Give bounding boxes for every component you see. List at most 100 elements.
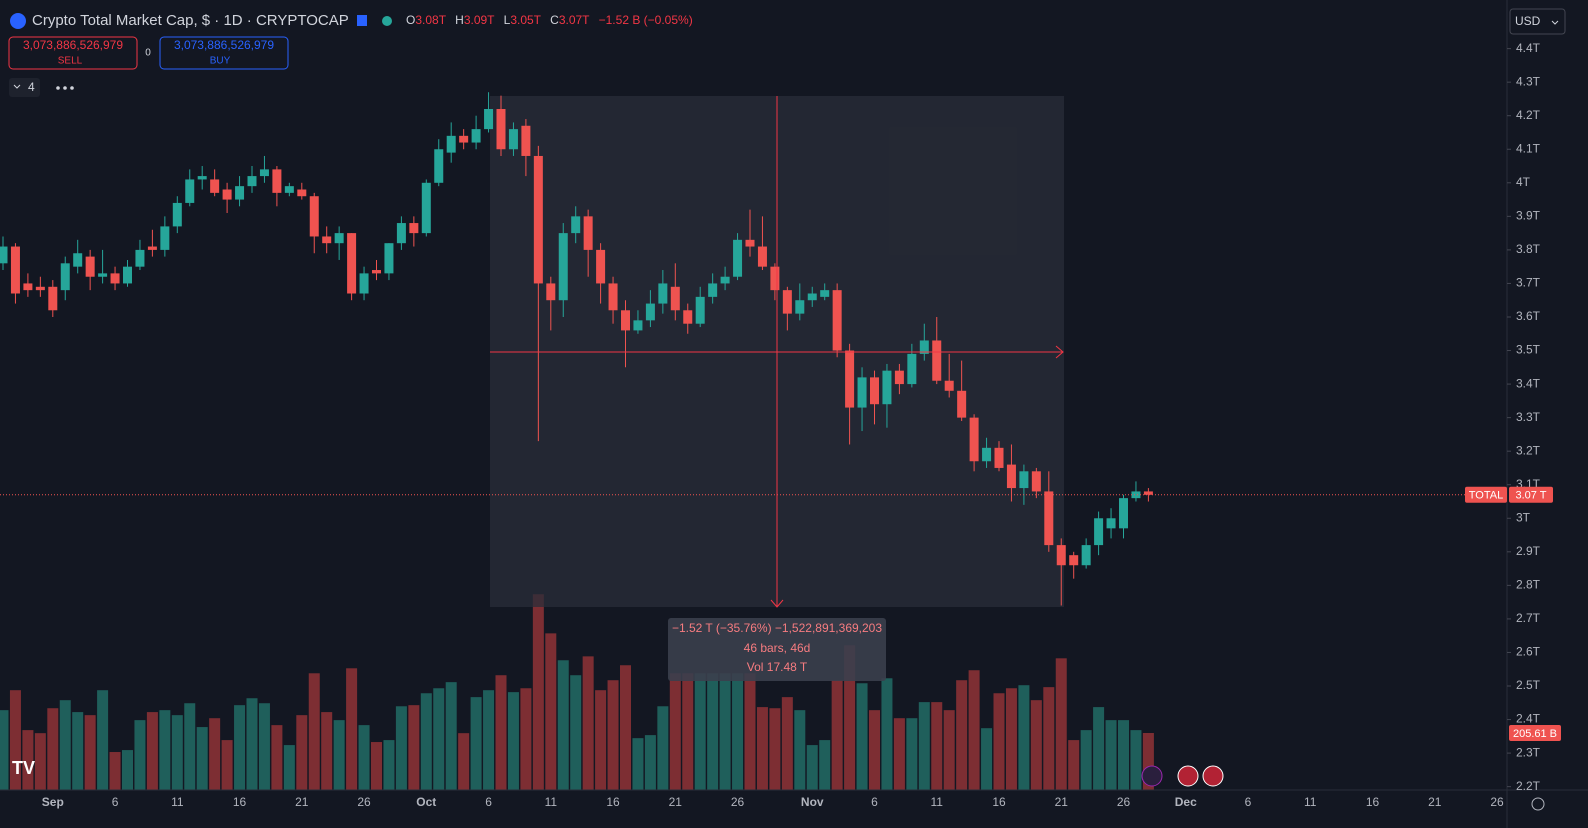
chevron[interactable] <box>13 84 21 89</box>
candle-body <box>484 108 494 130</box>
x-tick-label: 11 <box>931 795 944 809</box>
candle-body <box>596 249 606 284</box>
sell-button[interactable]: 3,073,886,526,979 SELL <box>8 36 138 70</box>
gear[interactable] <box>1531 797 1545 811</box>
x-tick-label: Oct <box>416 795 436 809</box>
candle-body <box>745 239 755 247</box>
volume-bar <box>595 690 607 790</box>
chevron[interactable] <box>1551 20 1559 25</box>
volume-bar <box>931 702 943 790</box>
currency-frame[interactable] <box>1509 8 1566 35</box>
currency-select[interactable]: USD <box>1509 8 1566 35</box>
candle-body <box>621 310 630 331</box>
candle-body <box>1143 491 1153 495</box>
buy-label[interactable]: BUY <box>210 56 231 67</box>
settings-icon[interactable] <box>1531 797 1545 811</box>
flag-icon[interactable] <box>357 15 367 26</box>
volume-bar <box>806 745 818 790</box>
last-price-name: TOTAL <box>1469 490 1503 502</box>
y-tick-label: 3.3T <box>1516 410 1541 424</box>
time-axis-bg <box>0 790 1588 828</box>
candle-body <box>820 290 830 297</box>
candle-body <box>633 320 643 331</box>
candle-body <box>0 246 8 264</box>
market-status <box>382 16 392 26</box>
x-tick-label: 16 <box>233 795 247 809</box>
sell-price[interactable]: 3,073,886,526,979 <box>23 38 123 52</box>
volume-layer <box>0 594 1154 790</box>
candle-body <box>932 340 942 381</box>
x-tick-label: 6 <box>485 795 492 809</box>
event-icon[interactable] <box>1202 765 1224 787</box>
candle-body <box>1069 555 1079 566</box>
y-tick-label: 2.8T <box>1516 578 1541 592</box>
candle-body <box>757 246 767 267</box>
candle-body <box>533 155 543 284</box>
volume-bar <box>744 673 756 790</box>
candle-body <box>35 286 45 291</box>
candle-body <box>894 370 904 385</box>
candle-body <box>384 243 394 274</box>
x-tick-label: Dec <box>1175 795 1197 809</box>
more-menu[interactable] <box>56 86 74 90</box>
volume-bar <box>769 708 781 790</box>
buy-button-frame[interactable] <box>159 36 289 70</box>
y-tick-label: 3T <box>1516 510 1531 524</box>
y-tick-label: 3.9T <box>1516 209 1541 223</box>
candle-body <box>185 179 195 203</box>
buy-price[interactable]: 3,073,886,526,979 <box>174 38 274 52</box>
dot[interactable] <box>70 86 74 90</box>
candle-body <box>733 239 743 277</box>
indicator-toggle-bg[interactable] <box>9 78 40 97</box>
y-tick-label: 2.6T <box>1516 645 1541 659</box>
volume-bar <box>1093 707 1105 790</box>
ohlc-key: L <box>504 13 511 27</box>
volume-bar <box>1030 700 1042 790</box>
candle-body <box>23 283 33 291</box>
candle-body <box>297 189 307 197</box>
candle-body <box>845 350 855 408</box>
candle-body <box>1031 471 1041 492</box>
volume-bar <box>109 752 121 790</box>
candle-body <box>247 176 257 187</box>
volume-bar <box>557 660 569 790</box>
volume-bar <box>234 705 246 790</box>
dot[interactable] <box>56 86 60 90</box>
candle-body <box>670 286 680 311</box>
x-tick-label: 6 <box>871 795 878 809</box>
volume-bar <box>308 673 320 790</box>
volume-bar <box>346 668 358 790</box>
currency[interactable]: USD <box>1515 14 1541 28</box>
buy-button[interactable]: 3,073,886,526,979 BUY <box>159 36 289 70</box>
candle-body <box>571 216 581 234</box>
volume-bar <box>520 688 532 790</box>
dot[interactable] <box>63 86 67 90</box>
candle-body <box>882 370 892 405</box>
ohlc-key: C <box>550 13 559 27</box>
candle-body <box>235 186 245 200</box>
candle-body <box>982 447 992 462</box>
event-icon[interactable] <box>1141 765 1163 787</box>
candle-body <box>10 246 20 294</box>
volume-bar <box>1043 687 1055 790</box>
ohlc-value: 3.07T <box>559 13 590 27</box>
candle-body <box>919 340 929 354</box>
brand-logo[interactable]: TV <box>12 758 35 778</box>
sell-button-frame[interactable] <box>8 36 138 70</box>
x-tick-label: 11 <box>545 795 558 809</box>
volume-bar <box>9 690 21 790</box>
volume-bar <box>445 682 457 790</box>
indicator-count[interactable]: 4 <box>28 80 35 94</box>
volume-bar <box>458 733 470 790</box>
volume-bar <box>819 740 831 790</box>
indicator-toggle[interactable]: 4 <box>9 78 40 97</box>
volume-bar <box>856 683 868 790</box>
sell-label[interactable]: SELL <box>58 56 83 67</box>
candle-body <box>409 223 419 234</box>
symbol-title[interactable]: Crypto Total Market Cap, $ · 1D · CRYPTO… <box>32 12 349 29</box>
event-icon[interactable] <box>1177 765 1199 787</box>
axis-layer: 4.4T 4.3T 4.2T 4.1T 4T 3.9T 3.8T 3.7T 3.6T 3.5T 3.… <box>42 41 1541 809</box>
candle-body <box>1131 491 1141 499</box>
candle-body <box>123 266 132 284</box>
